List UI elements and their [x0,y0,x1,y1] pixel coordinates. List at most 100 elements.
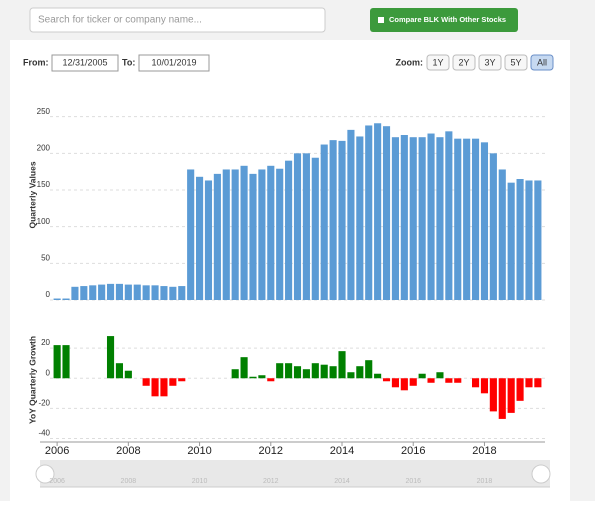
x-tick-label: 2008 [116,445,140,457]
from-label: From: [23,57,49,67]
bar [133,284,141,300]
bar [365,125,373,300]
compare-button-label: Compare BLK With Other Stocks [389,15,506,24]
bar [320,364,328,379]
y-tick-label: 0 [46,290,51,299]
bar [427,133,435,300]
bar [302,153,310,300]
bar [213,173,221,300]
from-date: 12/31/2005 [62,57,107,67]
zoom-button[interactable] [504,54,528,71]
bar [115,363,124,379]
bar [463,138,471,300]
zoom-button-label: 5Y [510,57,521,67]
navigator-tick-label: 2010 [192,478,208,485]
bar [525,180,533,300]
to-date: 10/01/2019 [151,57,196,67]
bar [258,375,266,379]
bar [258,169,266,300]
bar [436,137,444,300]
bar [169,286,177,300]
bar [338,140,346,300]
bar [311,363,319,379]
bar [115,283,124,300]
bar [382,378,391,382]
bar [240,165,248,300]
bar [436,372,444,379]
bar [454,378,462,383]
bar [151,285,159,300]
bar [53,345,61,379]
bar [329,140,337,300]
bar [267,165,275,300]
bar [124,284,132,300]
bar [480,378,489,394]
bar [400,135,408,300]
bar [507,378,515,413]
bar [347,372,355,379]
zoom-button-label: 1Y [432,57,443,67]
bar [240,357,248,379]
from-input[interactable] [51,54,119,72]
bar [489,378,497,412]
bar [347,129,355,300]
bar [409,137,417,300]
bar [293,153,302,300]
navigator[interactable] [40,460,550,487]
x-tick-label: 2014 [330,445,354,457]
bar [329,366,337,379]
y-tick-label: -40 [38,429,50,438]
navigator-handle[interactable] [35,464,55,484]
bar [400,378,408,391]
x-tick-label: 2016 [401,445,425,457]
navigator-handle[interactable] [531,464,551,484]
y-tick-label: 200 [37,143,51,152]
bar [454,138,462,300]
bar [320,144,328,300]
search-placeholder: Search for ticker or company name... [38,15,202,26]
bar [409,378,417,386]
x-tick-label: 2012 [259,445,283,457]
bar [498,378,506,419]
bar [204,180,213,300]
bar [445,131,453,300]
bar [151,378,159,397]
y-tick-label: 0 [46,368,51,377]
bar [418,137,426,300]
bar [178,378,186,382]
bar [356,366,364,379]
bar [365,360,373,379]
bar [142,378,150,386]
bar [507,182,515,300]
compare-button[interactable] [370,8,518,32]
to-input[interactable] [138,54,210,72]
to-label: To: [122,57,135,67]
bar [498,169,506,300]
zoom-button[interactable] [426,54,450,71]
zoom-button[interactable] [452,54,476,71]
zoom-button[interactable] [530,54,554,71]
bar [106,283,115,300]
bar [516,179,524,300]
bar [142,285,150,300]
bar [382,126,391,300]
bar [124,370,132,379]
x-tick-label: 2010 [187,445,211,457]
bar [516,378,524,401]
button-icon [378,17,384,23]
x-tick-label: 2006 [45,445,69,457]
bar [267,378,275,382]
bar [285,160,293,300]
bar [62,298,70,300]
search-box[interactable] [29,7,326,33]
bar [293,366,302,379]
bar [338,351,346,379]
bar [231,169,239,300]
zoom-button[interactable] [478,54,502,71]
bar [89,285,97,300]
navigator-tick-label: 2018 [477,478,493,485]
bar [160,286,168,300]
bar [169,378,177,386]
bar [471,138,480,300]
